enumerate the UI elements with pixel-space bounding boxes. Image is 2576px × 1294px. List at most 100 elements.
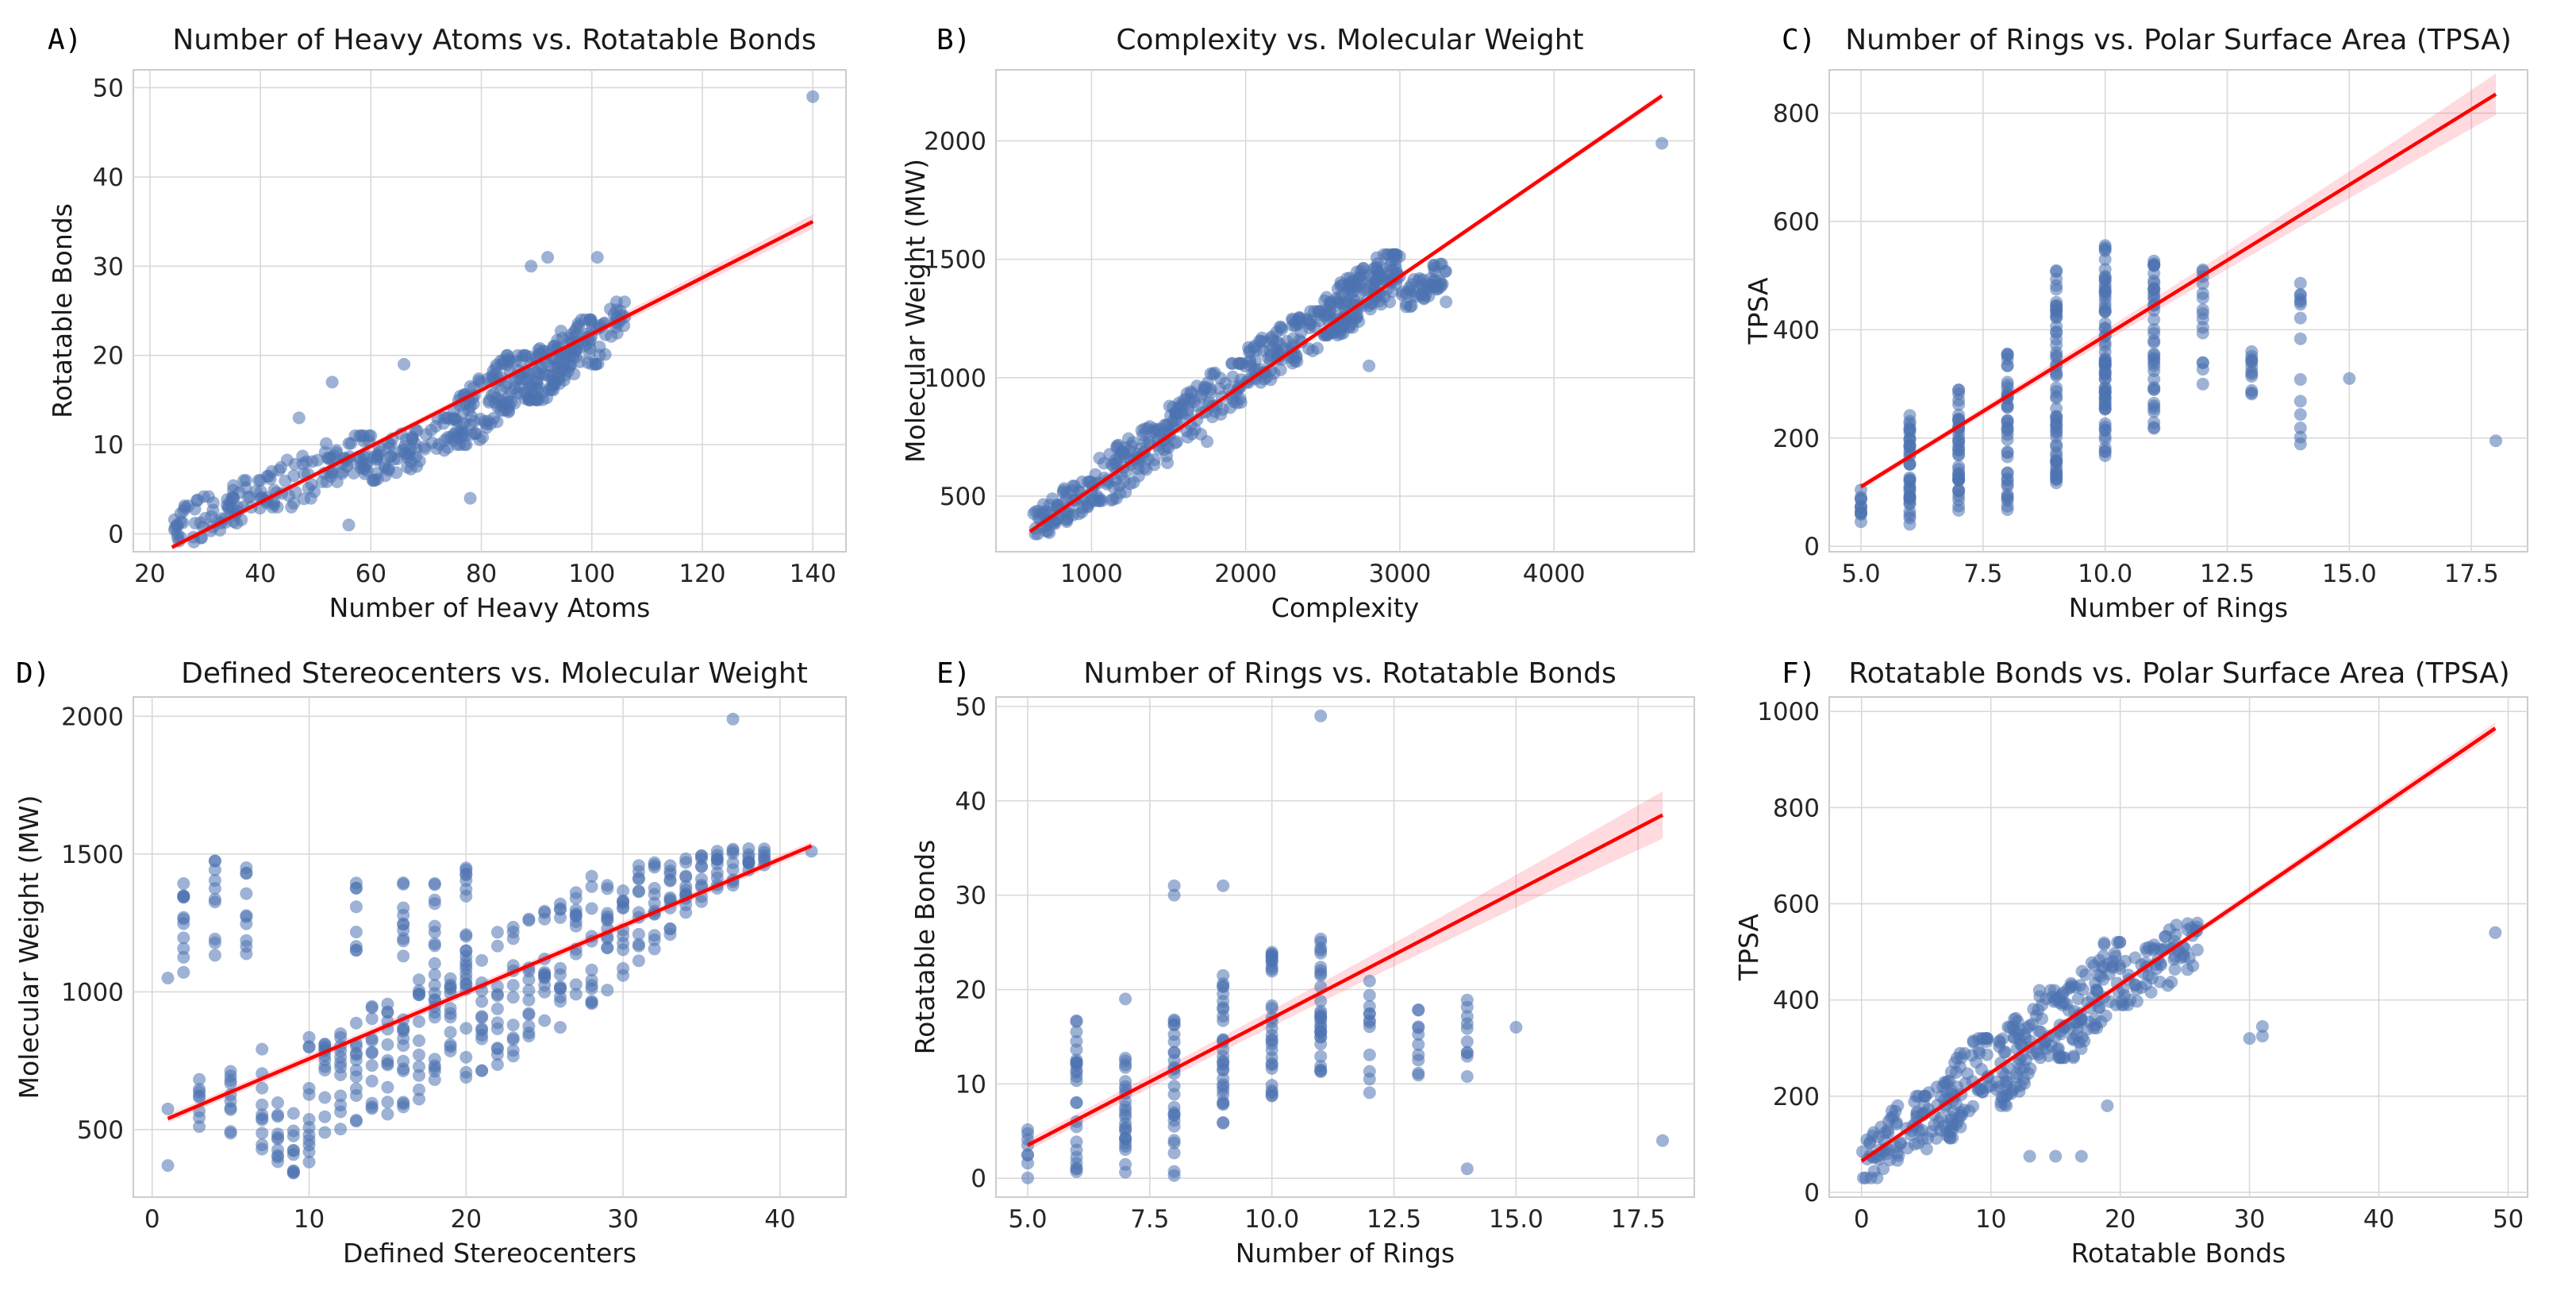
data-point (536, 393, 549, 406)
data-point (286, 1107, 300, 1120)
data-point (1167, 1169, 1181, 1182)
chart-title: Number of Rings vs. Rotatable Bonds (1083, 657, 1616, 690)
data-point (506, 959, 520, 972)
data-point (1265, 945, 1278, 959)
data-point (1952, 472, 1966, 486)
data-point (1217, 1115, 1230, 1129)
data-point (522, 984, 536, 997)
data-point (365, 1059, 379, 1073)
data-point (302, 1155, 316, 1169)
x-tick-label: 20 (2105, 1205, 2136, 1234)
data-point (2147, 282, 2161, 295)
data-point (2087, 1022, 2101, 1034)
data-point (1270, 343, 1283, 356)
data-point (2001, 400, 2014, 414)
data-point (2001, 422, 2014, 435)
data-point (2098, 402, 2112, 415)
data-point (1174, 401, 1187, 414)
data-point (1422, 278, 1436, 291)
data-point (632, 939, 645, 953)
data-point (2196, 363, 2209, 376)
y-tick-label: 1500 (924, 246, 986, 275)
data-point (2165, 976, 2178, 988)
data-point (1070, 1015, 1083, 1028)
data-point (271, 1096, 284, 1109)
data-point (2050, 333, 2063, 346)
data-point (2106, 961, 2120, 974)
data-point (1306, 345, 1320, 357)
data-point (413, 1060, 425, 1073)
x-tick-label: 20 (134, 560, 165, 588)
y-tick-label: 500 (940, 483, 986, 511)
data-point (285, 500, 298, 514)
x-tick-label: 0 (1854, 1205, 1870, 1234)
x-tick-label: 120 (679, 560, 725, 588)
data-point (2023, 1150, 2036, 1163)
data-point (1855, 507, 1867, 521)
data-point (318, 1038, 332, 1050)
data-point (567, 368, 581, 381)
data-point (2050, 346, 2063, 360)
data-point (2050, 298, 2063, 312)
data-point (601, 941, 614, 954)
data-point (1119, 1058, 1132, 1072)
data-point (2040, 1042, 2053, 1055)
data-point (365, 1074, 379, 1088)
data-point (161, 1102, 175, 1115)
data-point (1265, 1022, 1278, 1035)
x-tick-label: 30 (607, 1205, 638, 1234)
data-point (1204, 383, 1217, 396)
data-point (404, 442, 417, 456)
data-point (1119, 992, 1132, 1006)
x-tick-label: 100 (568, 560, 615, 588)
data-point (2489, 926, 2502, 939)
data-point (382, 462, 395, 476)
data-point (2168, 950, 2182, 964)
data-point (428, 1011, 441, 1024)
data-point (1021, 1123, 1034, 1136)
data-point (2074, 1150, 2088, 1163)
data-point (1363, 359, 1376, 372)
y-tick-label: 40 (955, 788, 986, 816)
data-point (1952, 448, 1966, 461)
data-point (632, 954, 645, 968)
data-point (1127, 476, 1140, 489)
data-point (695, 852, 708, 865)
data-point (2293, 395, 2307, 408)
x-tick-label: 7.5 (1963, 560, 2002, 588)
data-point (1344, 280, 1356, 294)
data-point (2001, 379, 2014, 392)
y-tick-label: 0 (1804, 1179, 1820, 1207)
x-tick-label: 15.0 (1489, 1205, 1544, 1234)
data-point (1217, 1001, 1230, 1015)
chart-title: Number of Rings vs. Polar Surface Area (… (1845, 24, 2512, 56)
panel-f: F) Rotatable Bonds vs. Polar Surface Area… (1733, 657, 2528, 1269)
data-point (1118, 441, 1132, 454)
plot-area (133, 69, 847, 553)
data-point (1265, 1089, 1278, 1103)
y-tick-label: 10 (955, 1070, 986, 1099)
data-point (1119, 1132, 1132, 1146)
data-point (538, 978, 552, 992)
data-point (2293, 332, 2307, 345)
data-point (349, 943, 363, 957)
data-point (2005, 1084, 2019, 1097)
data-point (1093, 492, 1106, 505)
data-point (2001, 503, 2014, 516)
data-point (349, 1048, 363, 1061)
data-point (397, 901, 410, 915)
data-point (1280, 334, 1294, 348)
data-point (617, 895, 630, 908)
data-point (2050, 391, 2063, 405)
data-point (494, 383, 508, 397)
data-point (2186, 959, 2200, 972)
data-point (2245, 352, 2259, 366)
data-point (413, 1069, 425, 1082)
data-point (177, 965, 190, 979)
data-point (318, 1091, 332, 1104)
data-point (585, 963, 598, 976)
data-point (1884, 1111, 1897, 1125)
data-point (1314, 1030, 1328, 1044)
y-tick-label: 200 (1773, 1083, 1820, 1111)
